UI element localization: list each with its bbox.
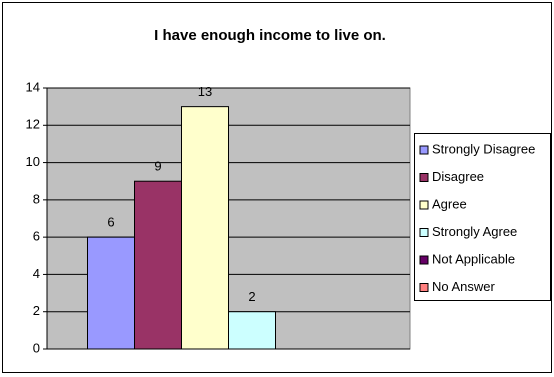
legend-swatch: [419, 283, 429, 292]
bar: [87, 236, 135, 350]
y-tick-label: 12: [26, 117, 40, 132]
y-tick-label: 14: [26, 79, 40, 94]
data-label: 2: [248, 289, 255, 304]
legend-label: Not Applicable: [432, 251, 515, 266]
y-tick-label: 0: [33, 340, 40, 355]
legend-swatch: [419, 200, 429, 210]
legend-label: Disagree: [432, 169, 484, 184]
legend-label: No Answer: [432, 279, 496, 294]
bar: [134, 180, 182, 350]
y-tick-label: 2: [33, 303, 40, 318]
y-tick-label: 10: [26, 154, 40, 169]
data-label: 13: [198, 84, 212, 99]
bar: [181, 106, 229, 350]
data-label: 9: [154, 159, 161, 174]
y-tick-label: 4: [33, 266, 40, 281]
legend-swatch: [419, 228, 429, 237]
legend-label: Strongly Agree: [432, 224, 517, 239]
legend-swatch: [419, 145, 429, 155]
data-label: 6: [107, 215, 114, 230]
legend: [414, 133, 551, 301]
legend-label: Agree: [432, 196, 467, 211]
bar: [228, 311, 276, 350]
legend-label: Strongly Disagree: [432, 141, 535, 156]
y-tick-label: 6: [33, 229, 40, 244]
chart-title: I have enough income to live on.: [154, 27, 386, 44]
legend-swatch: [419, 173, 429, 182]
legend-swatch: [419, 255, 429, 265]
y-tick-label: 8: [33, 191, 40, 206]
